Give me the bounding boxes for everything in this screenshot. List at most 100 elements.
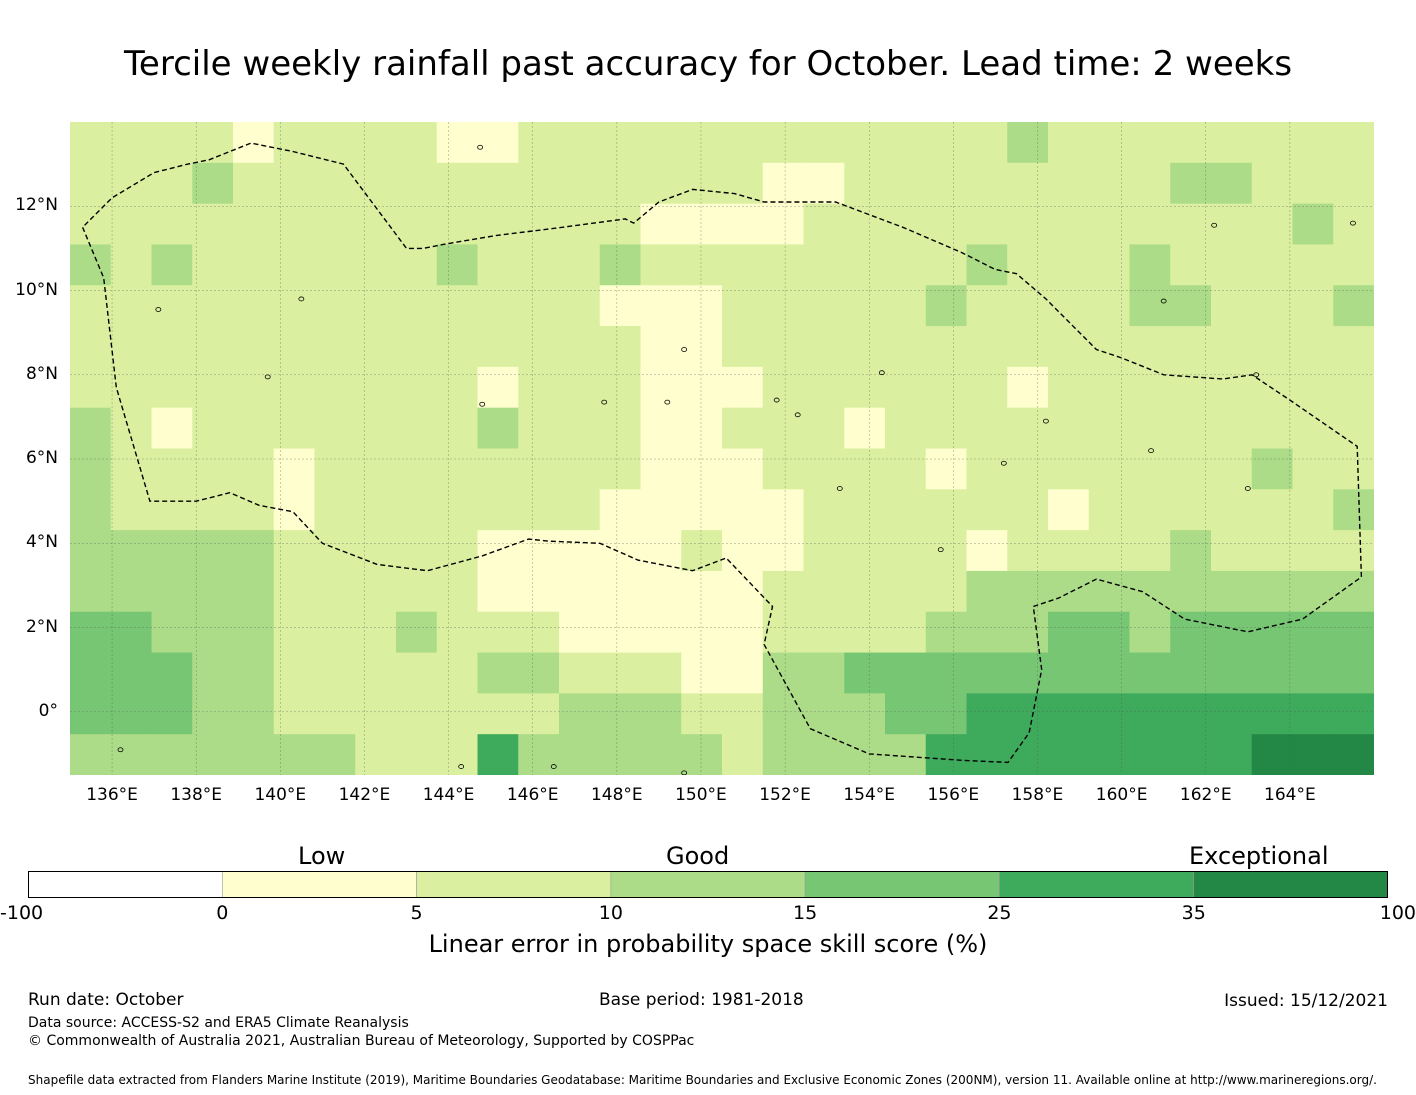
skill-cell	[925, 448, 968, 490]
skill-cell	[925, 285, 968, 327]
skill-cell	[396, 489, 438, 531]
skill-cell	[885, 530, 927, 572]
skill-cell	[273, 734, 316, 775]
skill-score-map	[70, 122, 1374, 775]
skill-cell	[273, 611, 316, 654]
skill-cell	[151, 407, 193, 450]
map-panel[interactable]	[70, 122, 1374, 775]
longitude-label: 160°E	[1095, 785, 1148, 805]
latitude-label: 6°N	[25, 448, 58, 469]
skill-cell	[640, 693, 682, 735]
skill-cell	[192, 203, 234, 246]
skill-cell	[599, 489, 642, 531]
skill-cell	[762, 244, 805, 286]
skill-cell	[844, 693, 886, 735]
skill-cell	[966, 366, 1008, 409]
skill-cell	[1333, 122, 1374, 164]
skill-cell	[273, 203, 316, 246]
skill-cell	[477, 489, 519, 531]
skill-cell	[70, 693, 112, 735]
skill-cell	[110, 448, 153, 490]
skill-cell	[885, 693, 927, 735]
skill-cell	[1088, 122, 1131, 164]
skill-cell	[966, 693, 1008, 735]
longitude-label: 158°E	[1011, 785, 1064, 805]
latitude-label: 4°N	[25, 532, 58, 553]
colorbar-segment	[28, 871, 223, 898]
colorbar-segment	[999, 871, 1195, 898]
skill-cell	[885, 652, 927, 694]
island	[1000, 460, 1007, 466]
skill-cell	[1211, 326, 1253, 368]
skill-cell	[1048, 489, 1090, 531]
skill-cell	[803, 530, 845, 572]
skill-cell	[803, 122, 845, 164]
skill-cell	[681, 448, 723, 490]
issued-date: Issued: 15/12/2021	[1224, 991, 1388, 1011]
islands	[117, 144, 1356, 775]
skill-cell	[151, 366, 193, 409]
skill-cell	[844, 570, 886, 613]
skill-cell	[1007, 203, 1049, 246]
skill-cell	[762, 611, 805, 654]
skill-cell	[1048, 162, 1090, 205]
skill-cell	[314, 734, 356, 775]
skill-cell	[844, 203, 886, 246]
island	[264, 374, 271, 380]
skill-cell	[151, 244, 193, 286]
skill-cell	[1048, 366, 1090, 409]
skill-cell	[1211, 652, 1253, 694]
skill-cell	[355, 611, 397, 654]
longitude-label: 146°E	[506, 785, 559, 805]
skill-cell	[599, 448, 642, 490]
skill-cell	[151, 448, 193, 490]
skill-cell	[640, 611, 682, 654]
skill-cell	[559, 407, 601, 450]
skill-cell	[70, 652, 112, 694]
skill-cell	[233, 366, 275, 409]
skill-cell	[518, 162, 560, 205]
skill-cell	[599, 122, 642, 164]
skill-cell	[1170, 734, 1212, 775]
skill-cell	[70, 122, 112, 164]
skill-cell	[1170, 285, 1212, 327]
skill-cell	[1048, 611, 1090, 654]
skill-cell	[1292, 244, 1334, 286]
skill-cell	[1292, 652, 1334, 694]
skill-cell	[925, 407, 968, 450]
skill-cell	[1292, 611, 1334, 654]
skill-cell	[396, 122, 438, 164]
island	[1244, 486, 1251, 491]
longitude-label: 156°E	[927, 785, 980, 805]
skill-cell	[518, 652, 560, 694]
skill-cell	[1211, 530, 1253, 572]
colorbar-tick-label: -100	[0, 902, 44, 924]
skill-cell	[1088, 489, 1131, 531]
skill-cell	[640, 407, 682, 450]
skill-cell	[681, 489, 723, 531]
skill-cell	[518, 407, 560, 450]
skill-cell	[885, 203, 927, 246]
skill-cell	[1211, 448, 1253, 490]
skill-cell	[966, 530, 1008, 572]
skill-cell	[885, 489, 927, 531]
skill-cell	[110, 326, 153, 368]
island	[1253, 372, 1260, 378]
skill-cell	[70, 162, 112, 205]
skill-cell	[355, 734, 397, 775]
skill-cell	[1088, 366, 1131, 409]
skill-cell	[1170, 122, 1212, 164]
colorbar-segment	[804, 871, 1000, 898]
skill-cell	[192, 570, 234, 613]
skill-cell	[1333, 734, 1374, 775]
skill-cell	[1007, 122, 1049, 164]
skill-cell	[559, 489, 601, 531]
skill-cell	[151, 570, 193, 613]
skill-cell	[925, 162, 968, 205]
skill-cell	[233, 122, 275, 164]
skill-cell	[110, 734, 153, 775]
island	[298, 296, 305, 302]
skill-cell	[477, 448, 519, 490]
island	[681, 347, 688, 352]
skill-cell	[1088, 448, 1131, 490]
